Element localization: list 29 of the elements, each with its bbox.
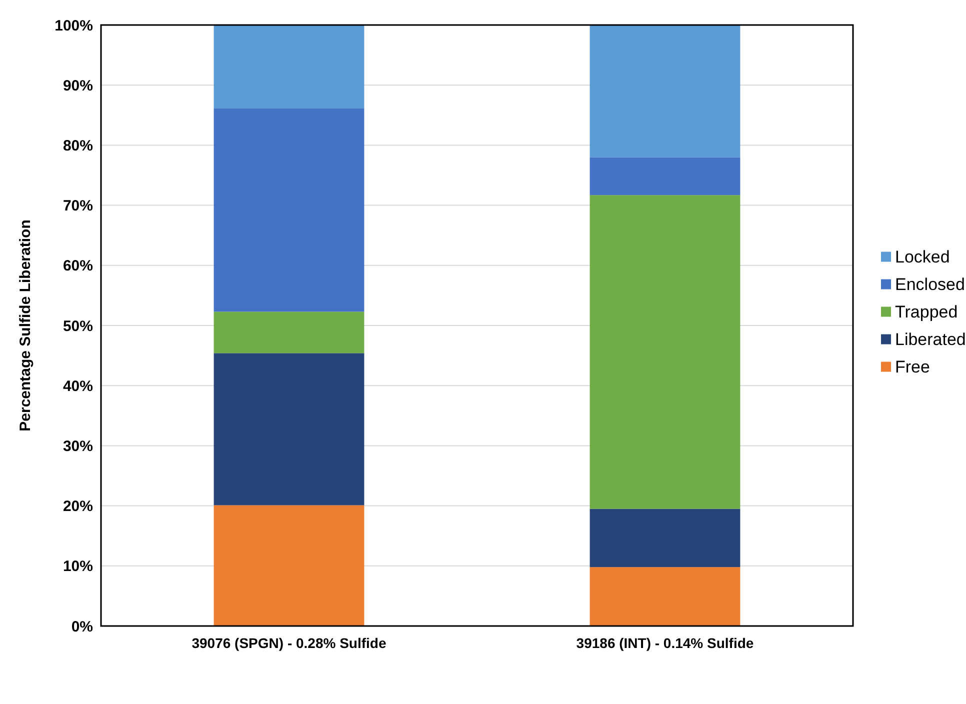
- y-tick-label: 80%: [62, 137, 93, 154]
- bar: [590, 157, 740, 196]
- bar: [590, 508, 740, 568]
- y-tick-label: 10%: [62, 558, 93, 576]
- y-tick-label: 100%: [54, 17, 93, 34]
- bar: [590, 25, 740, 158]
- y-tick-label: 70%: [62, 198, 93, 215]
- legend-label: Trapped: [895, 302, 958, 322]
- legend-label: Locked: [895, 248, 950, 267]
- y-tick-label: 30%: [62, 438, 93, 455]
- y-tick-label: 20%: [62, 498, 93, 516]
- legend-label: Liberated: [895, 330, 966, 350]
- y-tick-label: 40%: [62, 378, 93, 395]
- bar: [214, 108, 364, 312]
- bar: [214, 312, 364, 354]
- bar: [214, 505, 364, 626]
- x-tick-label: 39076 (SPGN) - 0.28% Sulfide: [192, 635, 386, 651]
- y-tick-label: 90%: [62, 77, 93, 94]
- legend-label: Free: [895, 358, 930, 377]
- bar: [214, 25, 364, 109]
- y-axis-title: Percentage Sulfide Liberation: [17, 220, 34, 432]
- x-tick-label: 39186 (INT) - 0.14% Sulfide: [576, 635, 754, 651]
- legend-label: Enclosed: [895, 275, 965, 294]
- y-tick-label: 0%: [71, 618, 93, 636]
- bar: [590, 567, 740, 626]
- bar: [214, 353, 364, 506]
- y-tick-label: 60%: [62, 258, 93, 275]
- bar: [590, 195, 740, 509]
- y-tick-label: 50%: [62, 318, 93, 335]
